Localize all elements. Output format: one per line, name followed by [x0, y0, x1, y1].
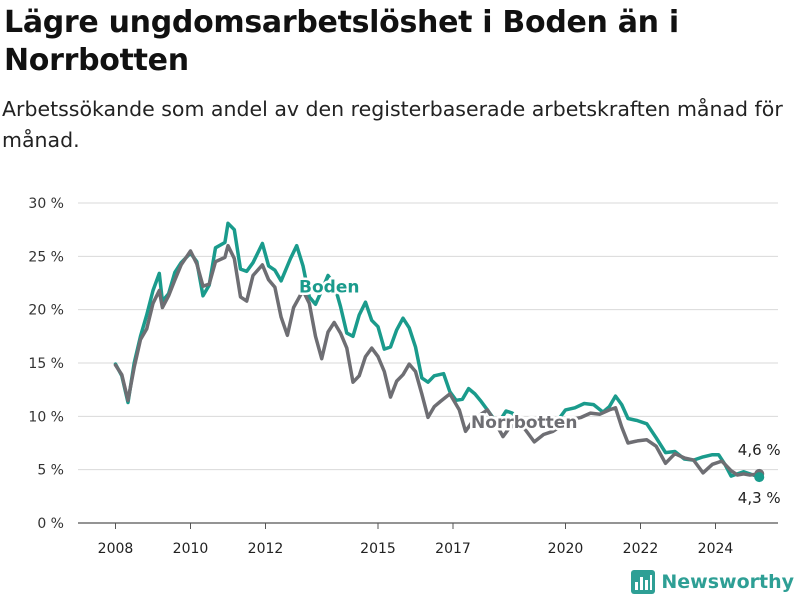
- y-axis-ticks: 0 % 5 % 10 % 15 % 20 % 25 % 30 %: [28, 196, 64, 532]
- series-labels: 4,6 % 4,3 % Boden Norrbotten: [297, 275, 781, 507]
- x-tick-label: 2008: [98, 541, 134, 557]
- end-point-boden: [754, 472, 765, 483]
- series-line-boden: [113, 221, 762, 479]
- y-tick-label: 10 %: [28, 409, 64, 425]
- bar-chart-icon: [631, 570, 656, 594]
- chart-title: Lägre ungdomsarbetslöshet i Boden än i N…: [4, 5, 679, 78]
- y-tick-label: 0 %: [37, 516, 64, 532]
- y-tick-label: 5 %: [37, 463, 64, 479]
- series-label-norrbotten: Norrbotten: [471, 413, 577, 433]
- brand-name: Newsworthy: [661, 571, 794, 593]
- end-label-boden: 4,3 %: [738, 489, 781, 507]
- y-tick-label: 15 %: [28, 356, 64, 372]
- series-line-norrbotten: [113, 243, 762, 477]
- x-tick-label: 2020: [548, 541, 584, 557]
- series-label-boden: Boden: [299, 278, 359, 298]
- chart-subtitle: Arbetssökande som andel av den registerb…: [2, 97, 783, 152]
- end-label-norrbotten: 4,6 %: [738, 441, 781, 459]
- x-tick-label: 2017: [435, 541, 471, 557]
- line-chart: 0 %5 %10 %15 %20 %25 %30 % 2008 2010 2012 2…: [28, 196, 781, 557]
- x-tick-label: 2015: [360, 541, 396, 557]
- x-tick-label: 2022: [623, 541, 659, 557]
- x-tick-label: 2010: [173, 541, 209, 557]
- y-tick-label: 30 %: [28, 196, 64, 212]
- y-tick-label: 20 %: [28, 303, 64, 319]
- x-tick-label: 2012: [248, 541, 284, 557]
- series-lines: [113, 221, 765, 483]
- grid-lines: [78, 202, 778, 524]
- x-tick-label: 2024: [698, 541, 734, 557]
- y-tick-label: 25 %: [28, 249, 64, 265]
- brand-logo: Newsworthy: [631, 570, 794, 594]
- x-axis-ticks: 2008 2010 2012 2015 2017 2020 2022 2024: [98, 523, 734, 557]
